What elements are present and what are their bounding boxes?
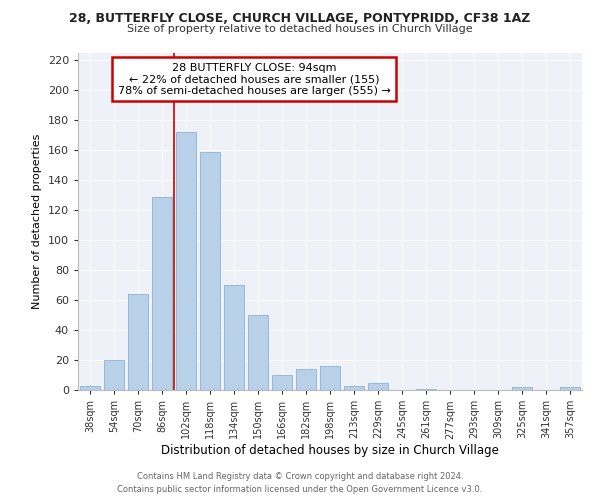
Text: Contains HM Land Registry data © Crown copyright and database right 2024.
Contai: Contains HM Land Registry data © Crown c… xyxy=(118,472,482,494)
Bar xyxy=(248,315,268,390)
Bar xyxy=(200,152,220,390)
Bar xyxy=(296,369,316,390)
Bar xyxy=(80,386,100,390)
Bar xyxy=(560,387,580,390)
Y-axis label: Number of detached properties: Number of detached properties xyxy=(32,134,42,309)
Bar xyxy=(176,132,196,390)
Bar xyxy=(104,360,124,390)
Bar xyxy=(320,366,340,390)
X-axis label: Distribution of detached houses by size in Church Village: Distribution of detached houses by size … xyxy=(161,444,499,457)
Bar xyxy=(272,375,292,390)
Text: 28 BUTTERFLY CLOSE: 94sqm
← 22% of detached houses are smaller (155)
78% of semi: 28 BUTTERFLY CLOSE: 94sqm ← 22% of detac… xyxy=(118,62,391,96)
Bar xyxy=(512,387,532,390)
Bar xyxy=(152,196,172,390)
Bar xyxy=(416,388,436,390)
Bar xyxy=(128,294,148,390)
Text: Size of property relative to detached houses in Church Village: Size of property relative to detached ho… xyxy=(127,24,473,34)
Bar xyxy=(368,382,388,390)
Bar xyxy=(224,285,244,390)
Bar xyxy=(344,386,364,390)
Text: 28, BUTTERFLY CLOSE, CHURCH VILLAGE, PONTYPRIDD, CF38 1AZ: 28, BUTTERFLY CLOSE, CHURCH VILLAGE, PON… xyxy=(70,12,530,26)
